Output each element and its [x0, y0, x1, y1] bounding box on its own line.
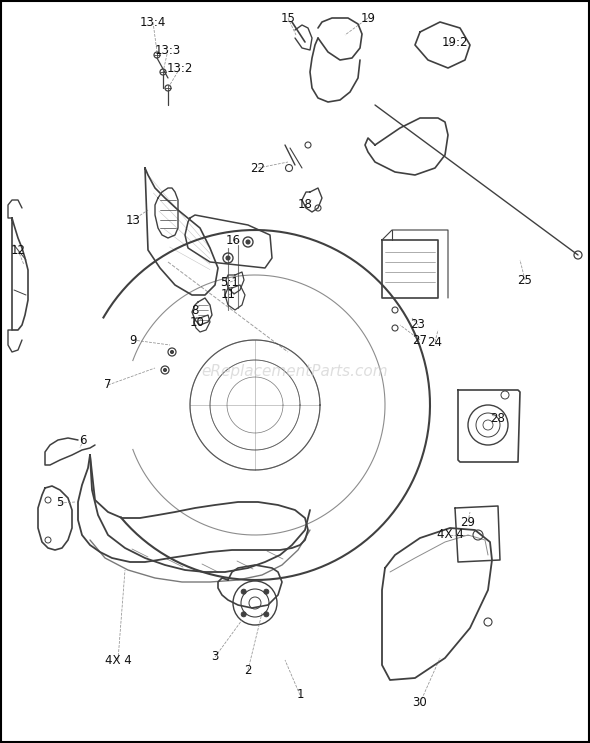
Circle shape: [226, 256, 230, 260]
Text: 23: 23: [411, 319, 425, 331]
Text: 12: 12: [11, 244, 25, 256]
Circle shape: [241, 589, 246, 594]
Text: 13:4: 13:4: [140, 16, 166, 28]
Text: eReplacementParts.com: eReplacementParts.com: [202, 364, 388, 379]
Text: 29: 29: [461, 516, 476, 528]
Circle shape: [264, 611, 269, 617]
Text: 5: 5: [56, 496, 64, 510]
Text: 13: 13: [126, 213, 140, 227]
Text: 24: 24: [428, 336, 442, 348]
Text: 13:2: 13:2: [167, 62, 193, 74]
Text: 13:3: 13:3: [155, 44, 181, 56]
Text: 22: 22: [251, 161, 266, 175]
Text: 19:2: 19:2: [442, 36, 468, 48]
Text: 5:1: 5:1: [221, 276, 240, 288]
Text: 19: 19: [360, 11, 375, 25]
Text: 27: 27: [412, 334, 428, 346]
Text: 30: 30: [412, 696, 427, 710]
Text: 18: 18: [297, 198, 313, 212]
Text: 7: 7: [104, 378, 112, 392]
Text: 8: 8: [191, 303, 199, 317]
Text: 4X 4: 4X 4: [104, 654, 132, 666]
Text: 15: 15: [281, 11, 296, 25]
Circle shape: [264, 589, 269, 594]
Text: 2: 2: [244, 663, 252, 676]
Text: 28: 28: [490, 412, 506, 424]
Text: 11: 11: [221, 288, 235, 302]
Text: 25: 25: [517, 273, 532, 287]
Text: 1: 1: [296, 689, 304, 701]
Text: 10: 10: [189, 317, 205, 329]
Circle shape: [241, 611, 246, 617]
Text: 16: 16: [225, 233, 241, 247]
Text: 9: 9: [129, 334, 137, 346]
Circle shape: [246, 240, 250, 244]
Text: 3: 3: [211, 651, 219, 663]
Text: 6: 6: [79, 433, 87, 447]
Text: 4X 4: 4X 4: [437, 528, 463, 542]
Circle shape: [171, 351, 173, 354]
Circle shape: [163, 369, 166, 372]
